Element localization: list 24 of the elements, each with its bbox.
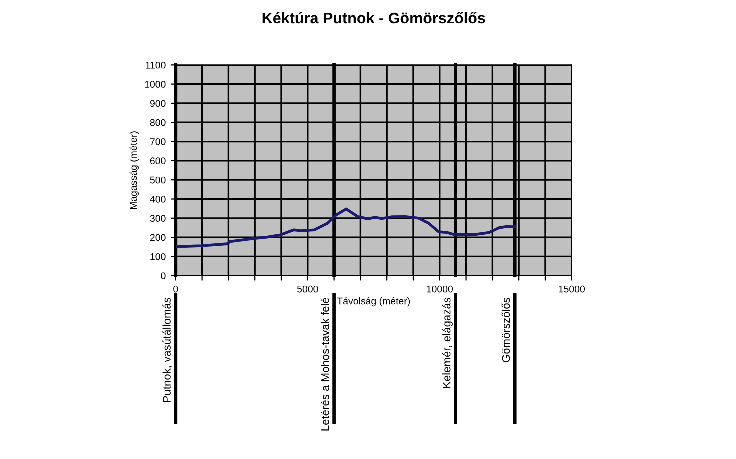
y-tick-label: 800 <box>150 119 166 126</box>
y-tick-label: 400 <box>150 196 166 203</box>
y-tick-label: 300 <box>150 215 166 222</box>
y-tick-label: 0 <box>161 272 166 280</box>
y-tick-label: 200 <box>150 234 166 242</box>
ref-line-label: Gömörszőlős <box>502 298 510 362</box>
x-tick-label: 5000 <box>297 286 318 293</box>
x-tick-label: 15000 <box>559 286 586 293</box>
x-tick-label: 10000 <box>427 286 454 293</box>
ref-line-label: Letérés a Mohos-tavak felé <box>321 298 330 431</box>
x-axis-title: Távolság (méter) <box>337 297 410 307</box>
y-tick-label: 600 <box>150 158 166 165</box>
y-tick-label: 500 <box>150 176 166 184</box>
y-tick-label: 1100 <box>146 62 166 69</box>
ref-line-label: Kelemér, elágazás <box>442 298 453 388</box>
y-tick-label: 100 <box>150 253 166 260</box>
y-axis-title: Magasság (méter) <box>130 132 139 210</box>
chart-title: Kéktúra Putnok - Gömörszőlős <box>262 12 486 24</box>
ref-line-label: Putnok, vasútállomás <box>162 298 172 402</box>
x-tick-label: 0 <box>174 286 178 293</box>
y-tick-label: 900 <box>150 100 166 108</box>
y-tick-label: 700 <box>150 138 166 146</box>
y-tick-label: 1000 <box>145 81 166 88</box>
line-series <box>176 208 517 248</box>
